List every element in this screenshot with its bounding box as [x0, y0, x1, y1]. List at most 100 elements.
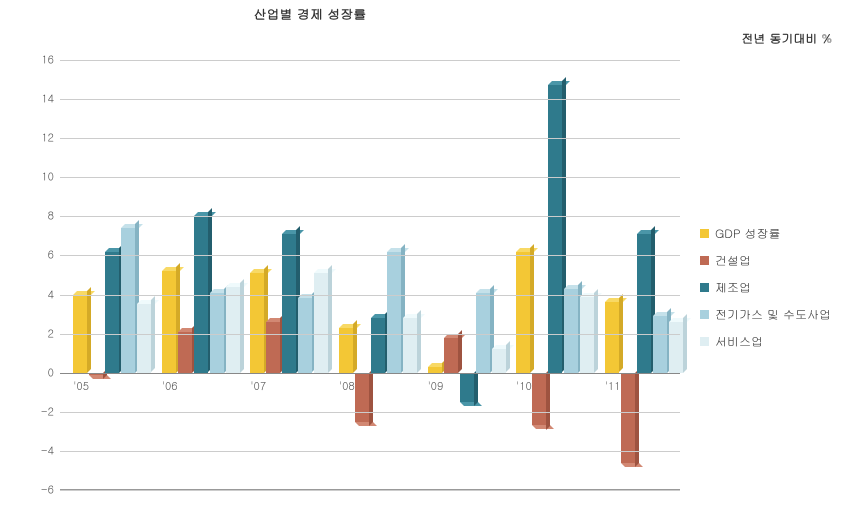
bar	[266, 60, 280, 489]
bar-group: '08	[326, 60, 415, 489]
bar-group: '05	[60, 60, 149, 489]
chart-subtitle: 전년 동기대비 %	[742, 30, 833, 47]
gridline	[60, 216, 680, 217]
bar	[621, 60, 635, 489]
bar	[298, 60, 312, 489]
bar-group: '09	[414, 60, 503, 489]
legend-item: 건설업	[700, 252, 831, 269]
bar	[387, 60, 401, 489]
gridline	[60, 295, 680, 296]
bar	[605, 60, 619, 489]
gridline	[60, 451, 680, 452]
y-axis-label: 12	[28, 131, 54, 146]
y-axis-label: 14	[28, 92, 54, 107]
legend-label: 서비스업	[715, 333, 763, 350]
bar	[121, 60, 135, 489]
bar	[89, 60, 103, 489]
bar-shape	[105, 252, 119, 373]
bar-shape	[178, 332, 192, 373]
legend-label: 전기가스 및 수도사업	[715, 306, 831, 323]
plot-area: '05'06'07'08'09'10'11 -6-4-2024681012141…	[60, 60, 680, 490]
bar-shape	[162, 271, 176, 373]
bar-shape	[548, 85, 562, 372]
y-axis-label: 8	[28, 209, 54, 224]
bar-shape	[387, 252, 401, 373]
legend-swatch	[700, 256, 709, 265]
bar-shape	[532, 373, 546, 426]
bar-shape	[653, 316, 667, 373]
bar-shape	[669, 322, 683, 373]
bar	[250, 60, 264, 489]
legend-item: GDP 성장률	[700, 225, 831, 242]
bar	[73, 60, 87, 489]
bar	[162, 60, 176, 489]
legend-label: 제조업	[715, 279, 751, 296]
y-axis-label: 0	[28, 365, 54, 380]
bar	[637, 60, 651, 489]
bar-groups: '05 '06 '07 '08 '09 '10 '11	[60, 60, 680, 489]
bar	[105, 60, 119, 489]
bar	[532, 60, 546, 489]
legend-swatch	[700, 310, 709, 319]
legend-item: 전기가스 및 수도사업	[700, 306, 831, 323]
bar-shape	[516, 252, 530, 373]
bar	[371, 60, 385, 489]
legend-item: 서비스업	[700, 333, 831, 350]
bar	[355, 60, 369, 489]
y-axis-label: 6	[28, 248, 54, 263]
legend-label: GDP 성장률	[715, 225, 781, 242]
legend-swatch	[700, 337, 709, 346]
bar-group: '11	[591, 60, 680, 489]
gridline	[60, 373, 680, 374]
x-axis-label: '07	[250, 379, 266, 394]
bar	[282, 60, 296, 489]
gridline	[60, 138, 680, 139]
gridline	[60, 255, 680, 256]
bar-shape	[605, 302, 619, 372]
bar	[210, 60, 224, 489]
bar	[516, 60, 530, 489]
y-axis-label: 2	[28, 326, 54, 341]
bar	[653, 60, 667, 489]
gridline	[60, 490, 680, 491]
legend-swatch	[700, 283, 709, 292]
bar	[669, 60, 683, 489]
bar	[178, 60, 192, 489]
y-axis-label: 4	[28, 287, 54, 302]
bar	[460, 60, 474, 489]
y-axis-label: 16	[28, 53, 54, 68]
bar-shape	[621, 373, 635, 463]
legend: GDP 성장률건설업제조업전기가스 및 수도사업서비스업	[700, 225, 831, 360]
bar-group: '06	[149, 60, 238, 489]
x-axis-label: '10	[516, 379, 532, 394]
bar	[428, 60, 442, 489]
bar-shape	[355, 373, 369, 422]
bar-shape	[564, 289, 578, 373]
bar-shape	[250, 273, 264, 373]
chart-title: 산업별 경제 성장률	[0, 4, 620, 23]
x-axis-label: '09	[428, 379, 444, 394]
x-axis-label: '06	[162, 379, 178, 394]
bar-shape	[460, 373, 474, 402]
x-axis-label: '11	[605, 379, 621, 394]
bar-group: '07	[237, 60, 326, 489]
bar-shape	[371, 318, 385, 373]
gridline	[60, 60, 680, 61]
bar	[194, 60, 208, 489]
bar-shape	[298, 298, 312, 372]
gridline	[60, 334, 680, 335]
gridline	[60, 412, 680, 413]
y-axis-label: -6	[28, 483, 54, 498]
bar	[476, 60, 490, 489]
legend-swatch	[700, 229, 709, 238]
bar-shape	[121, 228, 135, 373]
gridline	[60, 177, 680, 178]
bar-group: '10	[503, 60, 592, 489]
y-axis-label: -4	[28, 443, 54, 458]
bar	[444, 60, 458, 489]
bar-shape	[266, 322, 280, 373]
y-axis-label: 10	[28, 170, 54, 185]
legend-label: 건설업	[715, 252, 751, 269]
bar-shape	[444, 338, 458, 373]
legend-item: 제조업	[700, 279, 831, 296]
